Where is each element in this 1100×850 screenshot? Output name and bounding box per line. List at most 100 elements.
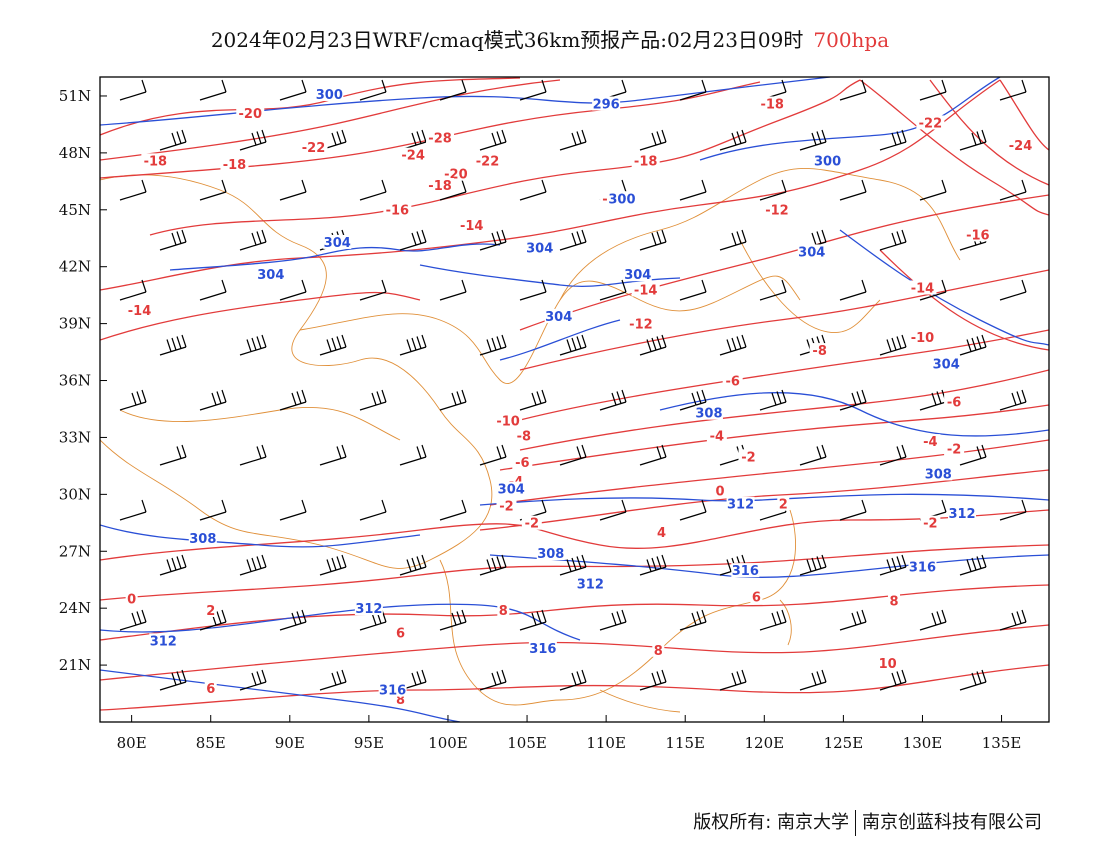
temperature-label: -18 (634, 154, 658, 169)
temperature-label: -18 (760, 97, 784, 112)
temperature-label-bg (706, 428, 727, 443)
wind-barb (679, 499, 707, 521)
height-label-bg (354, 601, 383, 616)
wind-barb (199, 389, 227, 411)
temperature-label: -6 (947, 395, 961, 410)
temperature-label: -6 (515, 456, 529, 471)
lon-tick-label: 105E (507, 734, 547, 752)
temperature-label: -16 (966, 228, 990, 243)
temperature-contour (479, 469, 1049, 531)
height-label: 308 (925, 467, 952, 482)
temperature-label: -8 (517, 429, 531, 444)
height-label-bg (948, 506, 977, 521)
temperature-label: 10 (879, 657, 897, 672)
temperature-label-bg (809, 343, 830, 358)
lon-tick-label: 85E (196, 734, 226, 752)
wind-barb (999, 499, 1027, 521)
wind-barb (479, 669, 507, 691)
temperature-label-bg (204, 680, 217, 695)
wind-barb (719, 334, 747, 356)
lat-tick-label: 39N (59, 315, 91, 333)
height-label: 308 (189, 532, 216, 547)
temperature-label-bg (944, 441, 965, 456)
temperature-label: -4 (710, 429, 724, 444)
wind-barb (399, 554, 427, 576)
temperature-label-bg (141, 153, 170, 168)
temperature-label: -14 (911, 281, 935, 296)
wind-barb (799, 129, 827, 151)
temperature-labels: -20-22-28-24-22-20-18-18-18-18-18-16-16-… (125, 96, 1035, 708)
height-contour (839, 229, 1049, 346)
temperature-label-bg (722, 373, 743, 388)
wind-barb (239, 129, 267, 151)
temperature-label-bg (887, 593, 900, 608)
temperature-label: -2 (499, 500, 513, 515)
temperature-label: -2 (947, 443, 961, 458)
height-label: 312 (948, 507, 975, 522)
temperature-label: 2 (779, 498, 788, 513)
wind-barb (359, 79, 387, 101)
wind-barb (999, 179, 1027, 201)
lon-tick-label: 120E (745, 734, 785, 752)
height-label: 316 (529, 642, 556, 657)
wind-barb (639, 334, 667, 356)
lat-tick-label: 24N (59, 599, 91, 617)
wind-barb (839, 79, 867, 101)
height-label: 312 (577, 577, 604, 592)
temperature-label-bg (652, 642, 665, 657)
temperature-label-bg (457, 217, 486, 232)
temperature-contour (879, 249, 1049, 351)
height-label: 300 (608, 192, 635, 207)
height-label-bg (932, 356, 961, 371)
temperature-label: -18 (144, 154, 168, 169)
temperature-label-bg (908, 329, 937, 344)
temperature-contour (519, 329, 1049, 421)
wind-barb (799, 669, 827, 691)
wind-barb (119, 279, 147, 301)
temperature-label-bg (750, 589, 763, 604)
wind-barb (919, 79, 947, 101)
wind-barb (439, 79, 467, 101)
height-label-bg (731, 563, 760, 578)
temperature-label: 8 (654, 644, 663, 659)
height-label: 312 (355, 602, 382, 617)
height-labels: 300 296 300 300 304 304 304 304 304 304 304 308 308 3… (149, 86, 977, 699)
temperature-label-bg (204, 602, 217, 617)
wind-barb (239, 334, 267, 356)
lat-tick-label: 36N (59, 372, 91, 390)
temperature-label-bg (758, 96, 787, 111)
title-main: 2024年02月23日WRF/cmaq模式36km预报产品:02月23日09时 (210, 28, 804, 52)
temperature-label: -20 (239, 107, 263, 122)
temperature-label-bg (496, 498, 517, 513)
temperature-label-bg (1006, 138, 1035, 153)
wind-barb (839, 499, 867, 521)
wind-barb (199, 279, 227, 301)
temperature-label-bg (738, 449, 759, 464)
temperature-label: -8 (812, 344, 826, 359)
wind-barb (439, 609, 467, 631)
wind-barb (559, 229, 587, 251)
lon-tick-label: 80E (117, 734, 147, 752)
wind-barb (239, 229, 267, 251)
footer-divider (855, 810, 856, 836)
longitude-axis: 80E 85E 90E 95E 100E 105E 110E 115E 120E 125E 130E… (117, 715, 1021, 752)
wind-barb (199, 499, 227, 521)
height-label-bg (323, 234, 352, 249)
wind-barb (599, 609, 627, 631)
height-label: 304 (324, 236, 351, 251)
height-label-bg (908, 559, 937, 574)
height-label: 304 (257, 268, 284, 283)
height-label-bg (607, 191, 636, 206)
wind-barb (399, 334, 427, 356)
map-frame (99, 76, 1050, 723)
wind-barb (959, 129, 987, 151)
temperature-label-bg (762, 202, 791, 217)
wind-barb (839, 279, 867, 301)
wind-barb (839, 389, 867, 411)
wind-barb (639, 129, 667, 151)
temperature-contour (100, 509, 1049, 561)
height-contour (659, 392, 1049, 437)
temperature-label: 8 (499, 604, 508, 619)
temperature-contour (519, 269, 1049, 371)
height-label: 300 (316, 88, 343, 103)
